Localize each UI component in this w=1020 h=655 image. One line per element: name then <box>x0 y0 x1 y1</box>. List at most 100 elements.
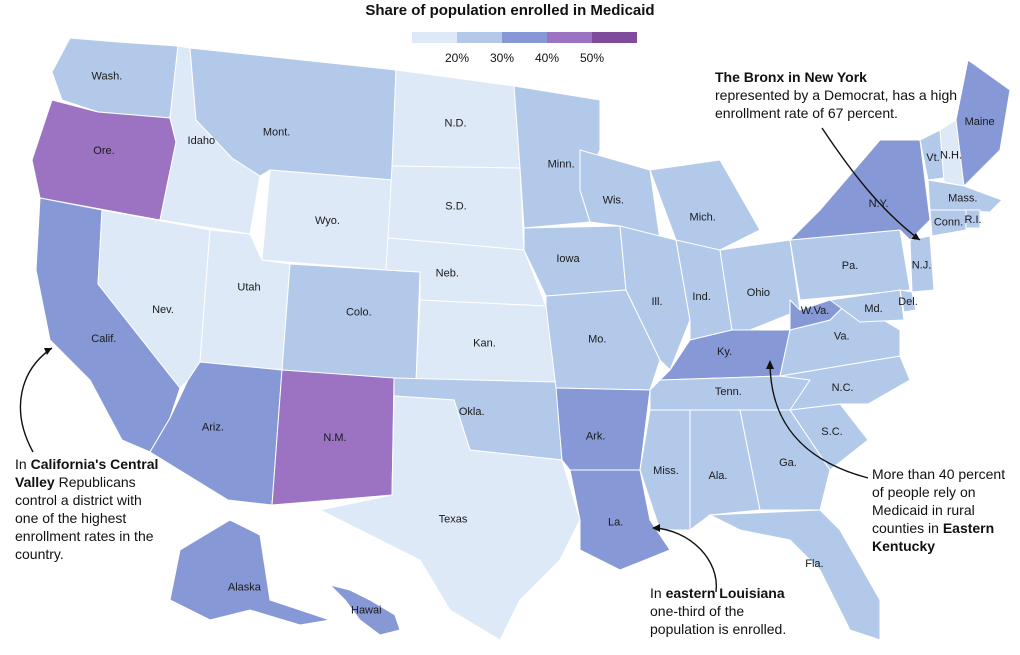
state-label: Mich. <box>690 212 716 224</box>
state-label: Wyo. <box>315 215 340 227</box>
state-label: Ky. <box>717 346 732 358</box>
state-conn <box>929 209 967 237</box>
state-hawai <box>328 584 401 636</box>
state-label: N.C. <box>832 382 854 394</box>
annotation-bronx-text: represented by a Democrat, has a high en… <box>715 87 958 121</box>
state-ark <box>555 387 651 471</box>
state-md <box>828 289 905 323</box>
state-label: Utah <box>237 282 260 294</box>
state-label: Wash. <box>92 70 123 82</box>
state-label: Neb. <box>436 268 459 280</box>
annotation-california-text: Republicans control a district with one … <box>15 474 154 562</box>
state-colo <box>281 263 421 383</box>
state-label: Kan. <box>473 338 496 350</box>
state-shapes <box>31 37 1011 641</box>
annotation-kentucky: More than 40 percent of people rely on M… <box>872 465 1012 555</box>
annotation-california-prefix: In <box>15 456 31 472</box>
state-label: N.M. <box>323 432 346 444</box>
state-label: Texas <box>439 514 468 526</box>
legend-swatch-2 <box>457 32 502 43</box>
state-label: Fla. <box>805 558 823 570</box>
annotation-california-heading: California's Central Valley <box>15 456 159 490</box>
state-label: Mass. <box>948 193 977 205</box>
state-label: Del. <box>898 296 918 308</box>
state-label: La. <box>608 516 623 528</box>
state-label: N.D. <box>445 118 467 130</box>
legend-swatch-1 <box>412 32 457 43</box>
state-label: Mont. <box>263 127 291 139</box>
state-label: Hawai <box>351 604 382 616</box>
state-label: Ga. <box>779 457 797 469</box>
state-label: Ore. <box>93 145 114 157</box>
state-nj <box>909 235 935 293</box>
legend-tick-40: 40% <box>534 51 560 65</box>
legend-tick-20: 20% <box>444 51 470 65</box>
state-label: N.Y. <box>869 198 889 210</box>
state-label: N.H. <box>940 150 962 162</box>
annotation-bronx: The Bronx in New York represented by a D… <box>715 68 975 122</box>
state-ohio <box>719 239 801 331</box>
state-label: Minn. <box>548 158 575 170</box>
arrowhead-louisiana <box>652 524 660 532</box>
annotation-kentucky-heading: Eastern Kentucky <box>872 520 995 554</box>
arrow-bronx <box>821 127 921 241</box>
legend-swatch-3 <box>502 32 547 43</box>
state-mass <box>927 179 1003 213</box>
annotation-kentucky-text: More than 40 percent of people rely on M… <box>872 466 1006 536</box>
annotation-bronx-heading: The Bronx in New York <box>715 69 867 85</box>
state-label: Nev. <box>152 304 174 316</box>
state-label: Ariz. <box>202 422 224 434</box>
state-label: Vt. <box>926 152 939 164</box>
state-label: Maine <box>965 116 995 128</box>
annotation-louisiana-text: one-third of the population is enrolled. <box>650 603 787 637</box>
state-label: Ill. <box>652 296 663 308</box>
state-miss <box>639 409 691 531</box>
legend-swatch-5 <box>592 32 637 43</box>
legend-swatch-4 <box>547 32 592 43</box>
state-label: Tenn. <box>715 386 742 398</box>
map-title: Share of population enrolled in Medicaid <box>365 2 655 19</box>
state-label: Ark. <box>586 431 606 443</box>
arrowhead-bronx <box>911 233 920 240</box>
state-label: Ohio <box>747 287 770 299</box>
state-alaska <box>169 519 331 626</box>
state-label: Md. <box>864 303 882 315</box>
legend-tick-50: 50% <box>579 51 605 65</box>
state-label: Ind. <box>692 291 710 303</box>
state-del <box>899 289 917 313</box>
state-label: Va. <box>834 330 850 342</box>
state-ala <box>689 409 761 531</box>
state-ny <box>788 139 931 241</box>
state-label: Mo. <box>588 333 606 345</box>
annotation-louisiana-heading: eastern Louisiana <box>665 585 785 601</box>
annotation-louisiana-prefix: In <box>650 585 666 601</box>
state-fla <box>708 509 881 641</box>
state-label: Conn. <box>934 217 963 229</box>
arrowhead-kentucky <box>766 360 774 369</box>
state-label: Miss. <box>653 465 679 477</box>
state-maine <box>955 59 1011 188</box>
state-texas <box>318 395 581 641</box>
state-label: Pa. <box>842 260 859 272</box>
state-label: Colo. <box>346 307 372 319</box>
arrowhead-california <box>44 348 52 355</box>
state-label: Idaho <box>188 135 216 147</box>
annotation-louisiana: In eastern Louisiana one-third of the po… <box>650 584 810 638</box>
state-label: Wis. <box>603 195 624 207</box>
state-label: N.J. <box>912 260 932 272</box>
state-la <box>569 469 671 571</box>
legend-tick-30: 30% <box>489 51 515 65</box>
arrow-kentucky <box>769 361 869 479</box>
state-ga <box>739 409 831 511</box>
state-label: R.I. <box>964 214 981 226</box>
state-label: Okla. <box>459 406 485 418</box>
arrow-louisiana <box>653 527 717 593</box>
state-label: S.D. <box>445 201 466 213</box>
state-labels: Wash. Ore. Calif. Idaho Nev. Mont. Wyo. Utah Col… <box>91 70 994 616</box>
state-label: W.Va. <box>801 305 830 317</box>
state-label: Alaska <box>228 582 262 594</box>
state-ariz <box>149 361 283 506</box>
state-label: Calif. <box>91 333 116 345</box>
state-mich <box>649 159 761 251</box>
